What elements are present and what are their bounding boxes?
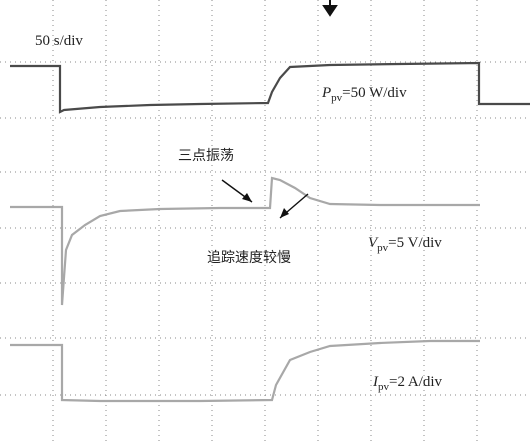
annotation: 追踪速度较慢 (207, 249, 291, 266)
trace-subscript: pv (378, 381, 390, 393)
trace-label: Ipv=2 A/div (372, 374, 443, 393)
trace-subscript: pv (331, 92, 343, 104)
annotation: 三点振荡 (178, 148, 234, 164)
trace-label: Ppv=50 W/div (321, 85, 407, 104)
trace-label: Vpv=5 V/div (368, 235, 442, 254)
grid (0, 0, 530, 444)
oscilloscope-screen: 50 s/div Ppv=50 W/div Vpv=5 V/div Ipv=2 … (0, 0, 530, 444)
trace-scale: =50 W/div (342, 85, 407, 101)
timebase-label: 50 s/div (35, 33, 83, 49)
trace-symbol: P (321, 85, 331, 101)
trace-subscript: pv (377, 242, 389, 254)
power-trace (10, 63, 530, 112)
trace-scale: =5 V/div (388, 235, 442, 251)
trigger-marker (324, 0, 336, 15)
arrow-head (280, 208, 289, 218)
arrow-head (242, 193, 252, 202)
trace-scale: =2 A/div (389, 374, 443, 390)
current-trace (10, 341, 480, 401)
